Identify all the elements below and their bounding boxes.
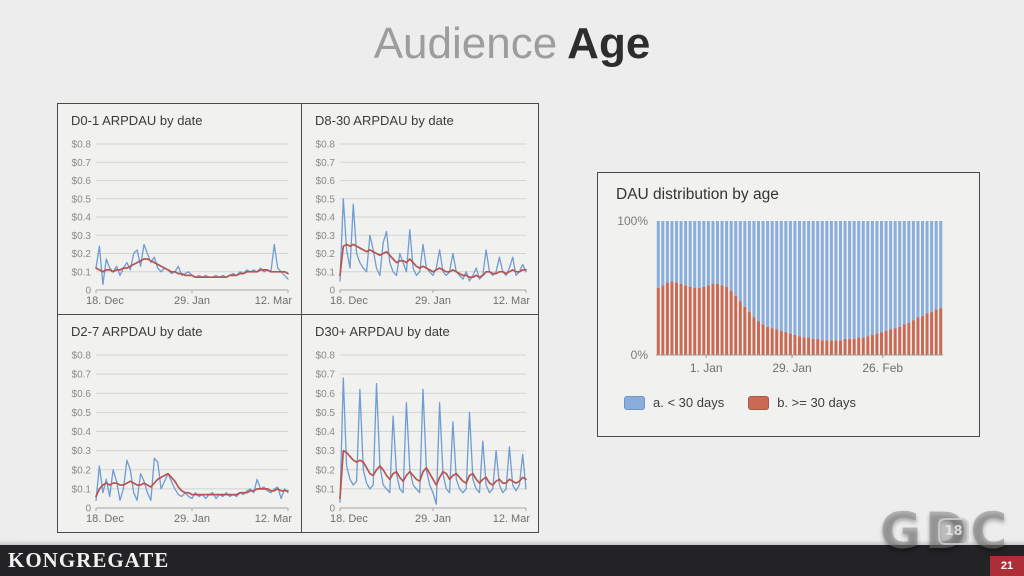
svg-text:$0.5: $0.5 [72,408,92,419]
svg-text:$0.4: $0.4 [72,213,92,224]
chart-panel-d30plus: D30+ ARPDAU by date $0.8 $0.7 $0.6 $0.5 $0.4… [302,315,538,532]
svg-text:$0.1: $0.1 [72,267,92,278]
chart-title-d2-7: D2-7 ARPDAU by date [71,324,203,339]
dau-distribution-panel: DAU distribution by age 100% 0% 1. Jan 29. … [597,172,980,437]
svg-text:$0.1: $0.1 [316,267,336,278]
svg-text:$0.4: $0.4 [316,427,336,438]
svg-text:18. Dec: 18. Dec [330,513,368,525]
chart-title-d8-30: D8-30 ARPDAU by date [315,113,454,128]
dau-legend: a. < 30 days b. >= 30 days [624,395,856,410]
dau-stacked-bar-chart: 100% 0% 1. Jan 29. Jan 26. Feb [617,214,943,375]
chart-title-d0-1: D0-1 ARPDAU by date [71,113,203,128]
svg-text:$0.3: $0.3 [316,446,336,457]
legend-item-over-30-days: b. >= 30 days [748,395,856,410]
legend-label-over-30-days: b. >= 30 days [777,395,856,410]
line-chart-d2-7: $0.8 $0.7 $0.6 $0.5 $0.4 $0.3 $0.2 $0.1 018. Dec… [72,351,293,526]
line-chart-d0-1: $0.8 $0.7 $0.6 $0.5 $0.4 $0.3 $0.2 $0.1 018. Dec… [72,140,293,308]
svg-text:$0.8: $0.8 [316,351,336,362]
svg-text:12. Mar: 12. Mar [493,295,531,307]
gdc-18-badge: 18 [938,518,969,545]
page-title-bold: Age [567,19,651,68]
svg-text:1. Jan: 1. Jan [690,361,723,375]
svg-text:$0.4: $0.4 [72,427,92,438]
legend-item-under-30-days: a. < 30 days [624,395,724,410]
chart-panel-d2-7: D2-7 ARPDAU by date $0.8 $0.7 $0.6 $0.5 $0.4… [58,315,302,532]
legend-swatch-over-30-days [748,395,770,410]
legend-label-under-30-days: a. < 30 days [653,395,725,410]
chart-title-d30plus: D30+ ARPDAU by date [315,324,450,339]
svg-text:$0.1: $0.1 [316,484,336,495]
svg-text:$0.8: $0.8 [72,140,92,151]
svg-text:12. Mar: 12. Mar [255,295,293,307]
svg-text:0: 0 [85,286,91,297]
svg-text:$0.7: $0.7 [316,158,336,169]
svg-text:$0.5: $0.5 [316,194,336,205]
svg-text:29. Jan: 29. Jan [415,295,451,307]
svg-text:0%: 0% [631,348,649,362]
svg-text:100%: 100% [617,214,648,228]
svg-text:18. Dec: 18. Dec [86,513,124,525]
svg-text:$0.2: $0.2 [72,465,92,476]
svg-text:18. Dec: 18. Dec [86,295,124,307]
svg-text:12. Mar: 12. Mar [255,513,293,525]
slide-bottom-shadow [0,540,1024,545]
svg-text:$0.5: $0.5 [316,408,336,419]
svg-text:$0.6: $0.6 [316,389,336,400]
line-chart-d8-30: $0.8 $0.7 $0.6 $0.5 $0.4 $0.3 $0.2 $0.1 018. Dec… [316,140,531,308]
svg-text:$0.1: $0.1 [72,484,92,495]
svg-text:$0.6: $0.6 [72,176,92,187]
svg-text:0: 0 [329,286,335,297]
svg-text:$0.3: $0.3 [72,231,92,242]
svg-text:$0.5: $0.5 [72,194,92,205]
svg-text:$0.7: $0.7 [72,158,92,169]
svg-text:12. Mar: 12. Mar [493,513,531,525]
kongregate-logo: KONGREGATE [8,548,170,572]
svg-text:29. Jan: 29. Jan [174,295,210,307]
svg-text:$0.7: $0.7 [316,370,336,381]
chart-panel-d8-30: D8-30 ARPDAU by date $0.8 $0.7 $0.6 $0.5 $0.… [302,104,538,315]
svg-text:0: 0 [85,504,91,515]
page-title: Audience Age [0,19,1024,68]
svg-text:$0.3: $0.3 [72,446,92,457]
svg-text:$0.2: $0.2 [72,249,92,260]
svg-text:18. Dec: 18. Dec [330,295,368,307]
svg-text:$0.8: $0.8 [316,140,336,151]
arpdau-chart-grid: D0-1 ARPDAU by date $0.8 $0.7 $0.6 $0.5 $0.4… [57,103,539,533]
svg-text:$0.3: $0.3 [316,231,336,242]
footer-bar: KONGREGATE [0,545,1024,576]
dau-chart-title: DAU distribution by age [616,186,779,203]
svg-text:29. Jan: 29. Jan [174,513,210,525]
svg-text:26. Feb: 26. Feb [862,361,903,375]
legend-swatch-under-30-days [624,395,645,410]
svg-text:0: 0 [329,504,335,515]
line-chart-d30plus: $0.8 $0.7 $0.6 $0.5 $0.4 $0.3 $0.2 $0.1 018. Dec… [316,351,531,526]
chart-panel-d0-1: D0-1 ARPDAU by date $0.8 $0.7 $0.6 $0.5 $0.4… [58,104,302,315]
svg-text:$0.8: $0.8 [72,351,92,362]
svg-text:$0.4: $0.4 [316,213,336,224]
svg-text:29. Jan: 29. Jan [772,361,811,375]
svg-text:29. Jan: 29. Jan [415,513,451,525]
svg-text:$0.2: $0.2 [316,249,336,260]
gdc-logo: GDC [880,502,1012,560]
page-title-light: Audience [373,19,558,68]
slide-number-badge: 21 [990,556,1024,576]
svg-text:$0.6: $0.6 [316,176,336,187]
svg-text:$0.6: $0.6 [72,389,92,400]
svg-text:$0.7: $0.7 [72,370,92,381]
svg-text:$0.2: $0.2 [316,465,336,476]
